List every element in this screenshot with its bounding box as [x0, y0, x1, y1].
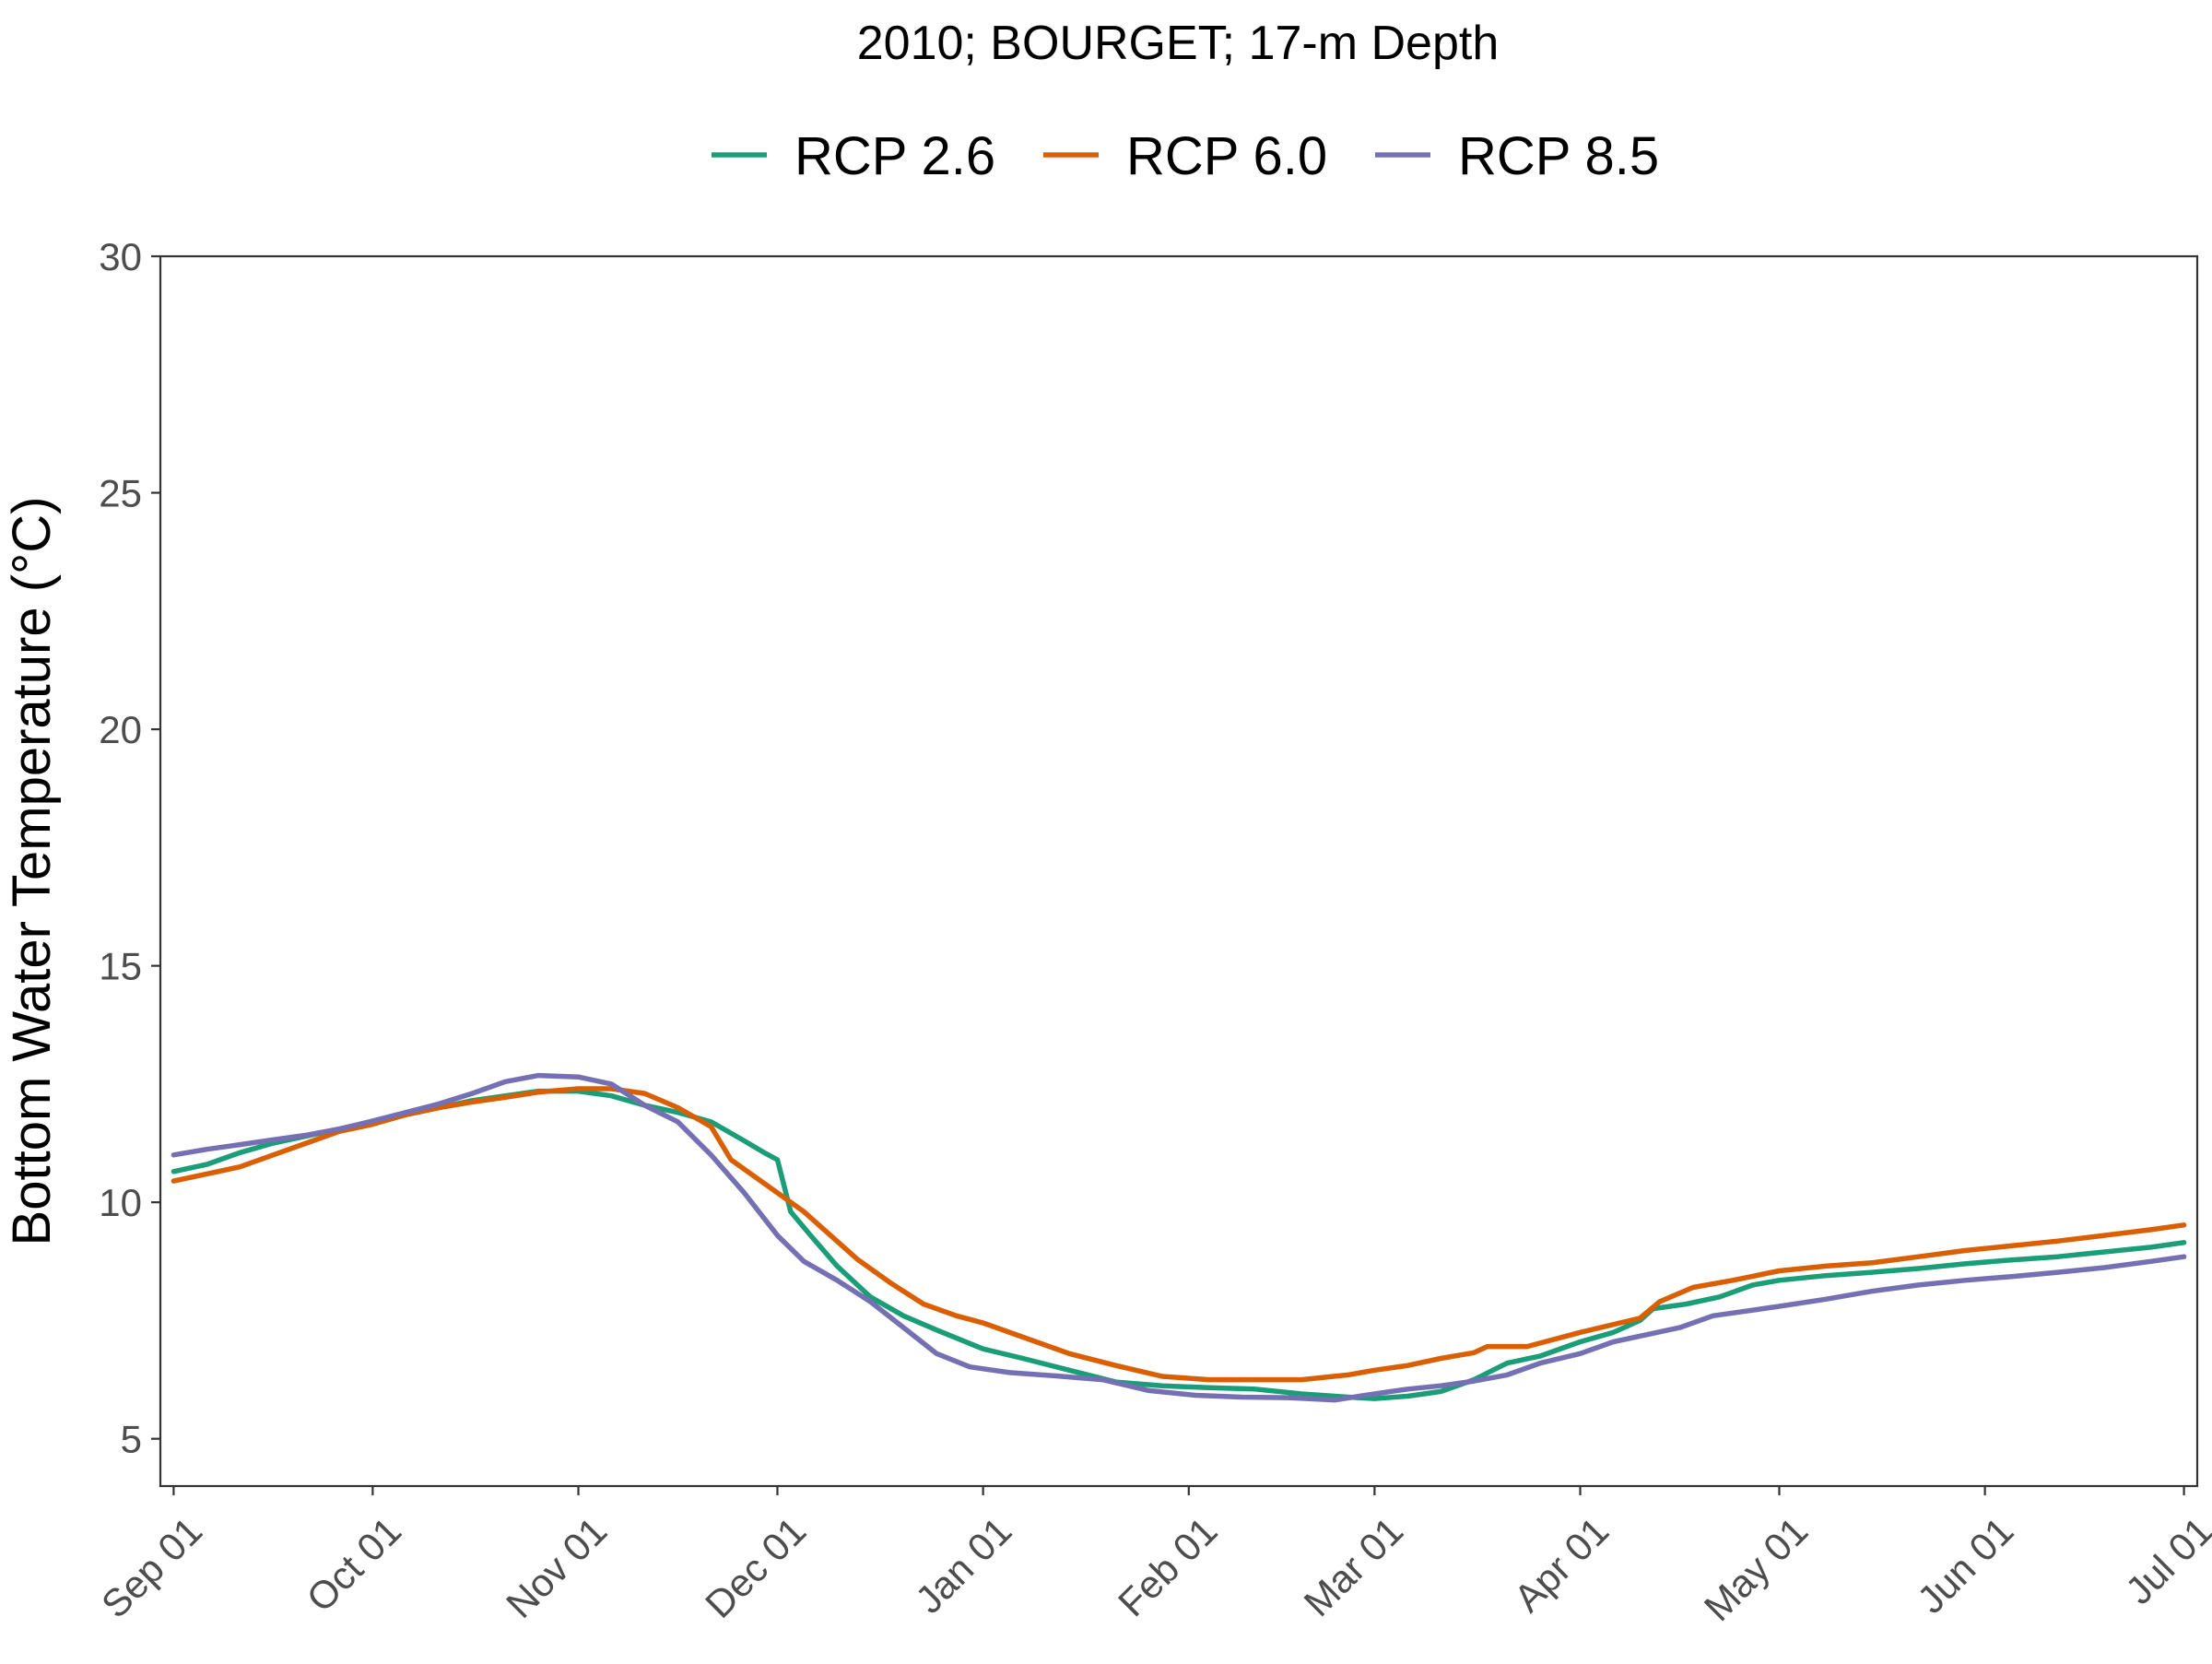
legend: RCP 2.6 RCP 6.0 RCP 8.5: [712, 126, 1659, 186]
legend-label: RCP 8.5: [1458, 126, 1659, 186]
chart-title: 2010; BOURGET; 17-m Depth: [857, 17, 1500, 70]
series-layer: [171, 1072, 2187, 1403]
y-axis-title: Bottom Water Temperature (°C): [2, 497, 62, 1246]
series-line-rcp-6-0: [171, 1086, 2187, 1383]
plot-panel-border: [159, 254, 2199, 1488]
y-tick-label: 5: [121, 1418, 142, 1461]
y-tick-label: 15: [99, 945, 142, 988]
y-tick-label: 20: [99, 708, 142, 751]
series-line-rcp-8-5: [171, 1072, 2187, 1403]
legend-label: RCP 6.0: [1126, 126, 1327, 186]
legend-label: RCP 2.6: [794, 126, 995, 186]
y-tick-label: 10: [99, 1181, 142, 1224]
y-tick-label: 25: [99, 472, 142, 515]
y-axis: 5 10 15 20 25 30: [99, 235, 160, 1461]
y-tick-label: 30: [99, 235, 142, 278]
